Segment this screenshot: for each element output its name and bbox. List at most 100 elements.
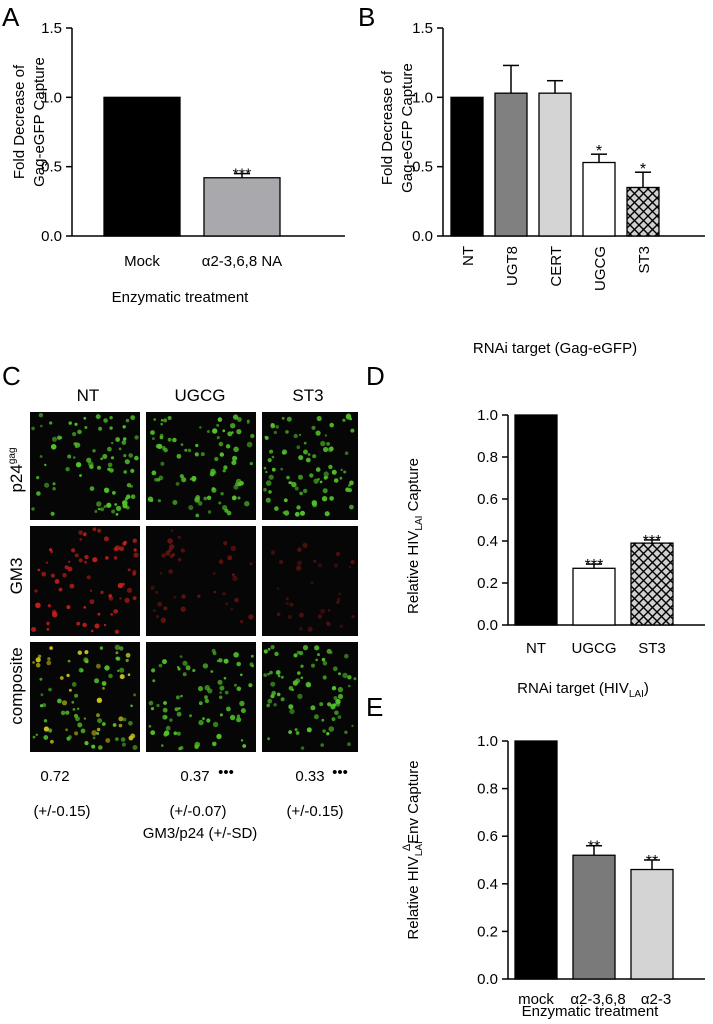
cell-dot — [244, 501, 250, 507]
cell-dot — [218, 501, 222, 505]
cell-dot — [289, 708, 295, 715]
cell-dot — [114, 503, 118, 506]
y-tick-label: 0.4 — [477, 533, 498, 550]
panel-c-ratio-nt: 0.72 — [40, 768, 69, 785]
cell-dot — [150, 585, 155, 590]
cell-dot — [197, 501, 203, 506]
cell-dot — [315, 658, 319, 662]
cell-dot — [79, 474, 82, 477]
cell-dot — [197, 686, 204, 692]
cell-dot — [150, 707, 155, 711]
cell-dot — [115, 656, 120, 661]
cell-dot — [71, 548, 76, 553]
y-tick-label: 0.2 — [477, 923, 498, 940]
cell-dot — [288, 704, 294, 710]
chart-d-xlabel: RNAi target (HIVLAI) — [517, 680, 649, 700]
cell-dot — [189, 714, 192, 718]
cell-dot — [157, 499, 161, 503]
cell-dot — [86, 457, 92, 463]
chart-a-xlabel: Enzymatic treatment — [112, 289, 250, 306]
cell-dot — [307, 626, 313, 632]
cell-dot — [223, 658, 229, 664]
cell-dot — [297, 547, 302, 552]
cell-dot — [59, 676, 64, 680]
cell-dot — [127, 673, 131, 676]
bar-0-1 — [203, 177, 281, 237]
cell-dot — [200, 452, 205, 457]
significance-1-3: * — [596, 143, 602, 160]
cell-dot — [92, 557, 98, 563]
cell-dot — [231, 573, 235, 576]
cell-dot — [285, 602, 289, 606]
panel-c-row-composite: composite — [7, 647, 26, 724]
cell-dot — [299, 491, 303, 496]
cell-dot — [310, 581, 314, 585]
cell-dot — [78, 530, 83, 535]
cell-dot — [178, 707, 181, 710]
cell-dot — [335, 702, 341, 707]
cell-dot — [133, 552, 139, 558]
cell-dot — [275, 425, 280, 429]
cell-dot — [275, 670, 281, 675]
cell-dot — [198, 719, 204, 726]
cell-dot — [169, 554, 174, 559]
panel-c-sd-ugcg: (+/-0.07) — [169, 803, 226, 820]
significance-3-2: ** — [646, 853, 658, 870]
cell-dot — [155, 614, 160, 619]
cell-dot — [161, 744, 164, 747]
cell-dot — [111, 509, 116, 514]
panel-c-col-ugcg: UGCG — [175, 386, 226, 405]
cell-dot — [279, 560, 284, 564]
cell-dot — [72, 708, 76, 711]
cell-dot — [300, 664, 304, 668]
cell-dot — [280, 697, 285, 702]
cell-dot — [61, 700, 68, 706]
cell-dot — [212, 651, 217, 656]
y-tick-label: 0.0 — [477, 971, 498, 988]
chart-e: 0.0 0.2 0.4 0.6 0.8 1.0 mock ** α2-3,6,8 ** α2-3 — [477, 733, 705, 1008]
cell-dot — [83, 717, 87, 720]
cell-dot — [333, 696, 338, 701]
cell-dot — [177, 535, 181, 539]
cell-dot — [67, 659, 71, 663]
cell-dot — [273, 703, 277, 707]
cell-dot — [348, 565, 352, 569]
cell-dot — [123, 470, 127, 474]
y-tick-label: 0.6 — [477, 491, 498, 508]
cell-dot — [322, 675, 327, 680]
cell-dot — [84, 554, 89, 560]
cell-dot — [74, 422, 78, 426]
cell-dot — [124, 497, 129, 501]
cell-dot — [231, 495, 237, 501]
cell-dot — [117, 669, 120, 672]
cell-dot — [38, 413, 44, 418]
cell-dot — [332, 666, 338, 672]
cell-dot — [195, 513, 200, 518]
cell-dot — [233, 683, 237, 687]
cell-dot — [321, 657, 326, 662]
cell-dot — [177, 558, 182, 562]
cell-dot — [239, 481, 244, 486]
cell-dot — [132, 572, 136, 576]
cell-dot — [112, 491, 116, 495]
x-tick-label-1-2: CERT — [548, 246, 565, 287]
cell-dot — [338, 592, 341, 596]
cell-dot — [188, 505, 194, 511]
cell-dot — [326, 622, 331, 627]
cell-dot — [73, 456, 76, 459]
cell-dot — [306, 682, 311, 688]
cell-dot — [51, 609, 57, 615]
cell-dot — [65, 710, 70, 715]
cell-dot — [219, 691, 222, 694]
y-tick-label: 0.8 — [477, 449, 498, 466]
cell-dot — [274, 651, 279, 657]
cell-dot — [305, 457, 311, 463]
cell-dot — [115, 651, 119, 655]
cell-dot — [40, 704, 44, 708]
cell-dot — [114, 644, 121, 650]
cell-dot — [44, 482, 50, 488]
panel-c-row-p24-sup: gag — [7, 447, 18, 464]
chart-b-xlabel: RNAi target (Gag-eGFP) — [473, 340, 637, 357]
cell-dot — [211, 487, 215, 491]
y-tick-label: 0.4 — [477, 876, 498, 893]
